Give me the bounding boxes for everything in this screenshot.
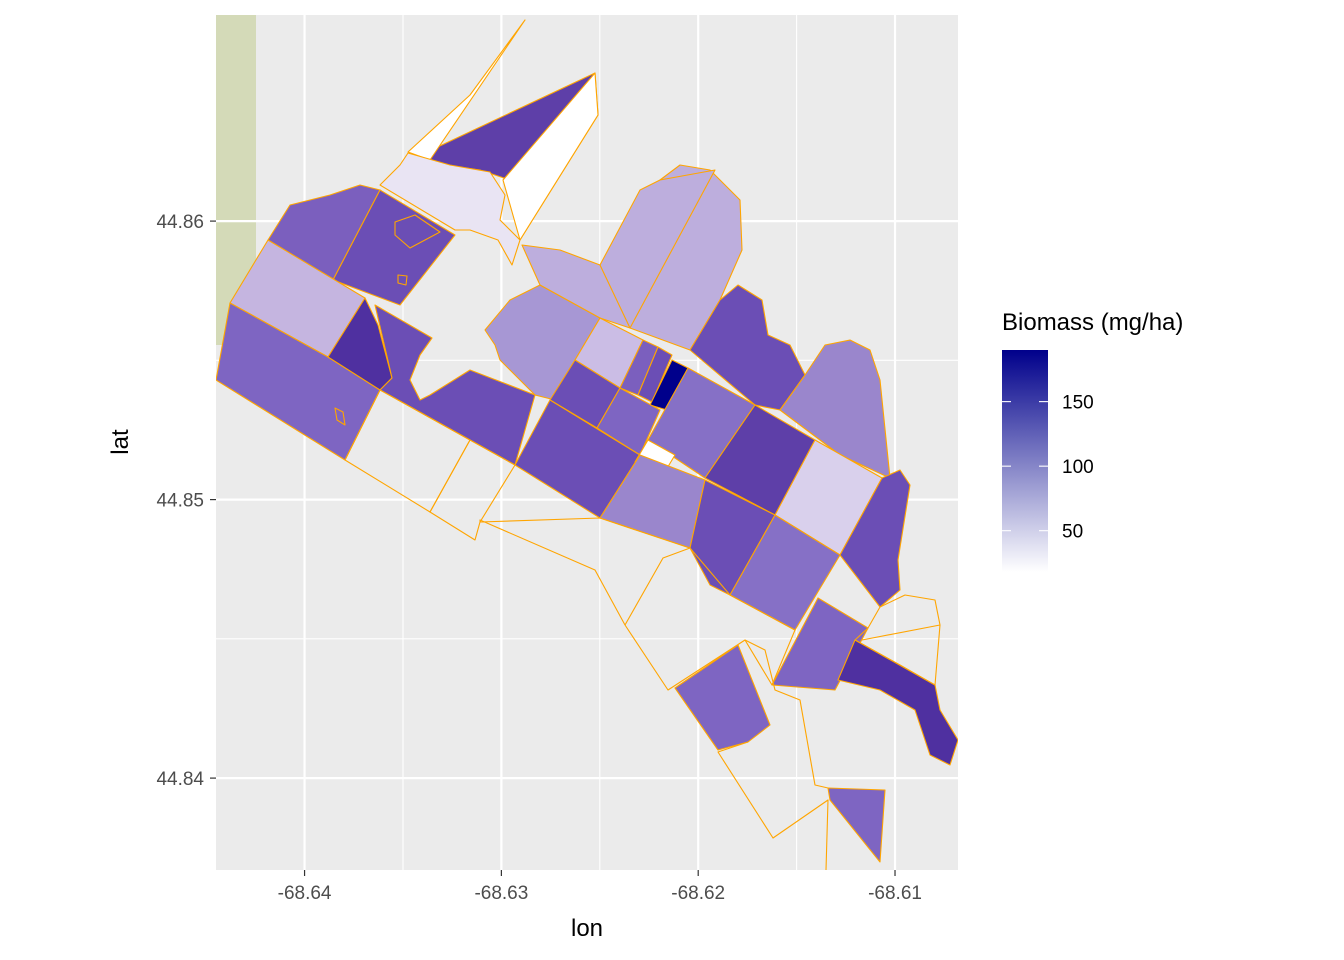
parcel [827, 787, 886, 863]
parcel [779, 339, 891, 479]
parcel [379, 152, 521, 266]
parcel [327, 297, 393, 391]
legend-title: Biomass (mg/ha) [1002, 309, 1183, 336]
parcel [744, 639, 829, 789]
x-tick-label: -68.63 [474, 883, 528, 904]
parcel [394, 214, 441, 249]
parcel [479, 517, 796, 691]
parcel [861, 624, 941, 641]
parcel [717, 741, 829, 870]
x-axis-title: lon [571, 915, 603, 942]
parcel [429, 439, 516, 541]
parcel [374, 304, 536, 466]
y-axis: 44.86 44.85 44.84 [156, 212, 216, 790]
legend-label: 100 [1062, 457, 1094, 478]
y-tick-label: 44.85 [156, 491, 204, 512]
parcel [332, 189, 456, 306]
parcel [637, 346, 673, 403]
y-tick-label: 44.86 [156, 212, 204, 233]
y-tick-label: 44.84 [156, 769, 204, 790]
legend-ticks: 50 100 150 [1002, 393, 1094, 543]
x-tick-label: -68.61 [868, 883, 922, 904]
parcel [839, 469, 911, 608]
parcel [674, 644, 771, 751]
y-axis-title: lat [107, 429, 134, 455]
legend-label: 150 [1062, 393, 1094, 414]
x-tick-label: -68.64 [278, 883, 332, 904]
x-axis: -68.64 -68.63 -68.62 -68.61 [278, 870, 922, 904]
parcels-layer [216, 19, 958, 870]
parcel [689, 284, 806, 411]
parcel [599, 169, 716, 329]
parcel [502, 72, 599, 241]
legend: Biomass (mg/ha) 50 100 150 [1002, 309, 1183, 572]
legend-label: 50 [1062, 522, 1083, 543]
parcel [397, 274, 408, 286]
parcel [624, 547, 691, 626]
parcel [334, 407, 346, 426]
legend-colorbar [1002, 350, 1048, 572]
x-tick-label: -68.62 [671, 883, 725, 904]
